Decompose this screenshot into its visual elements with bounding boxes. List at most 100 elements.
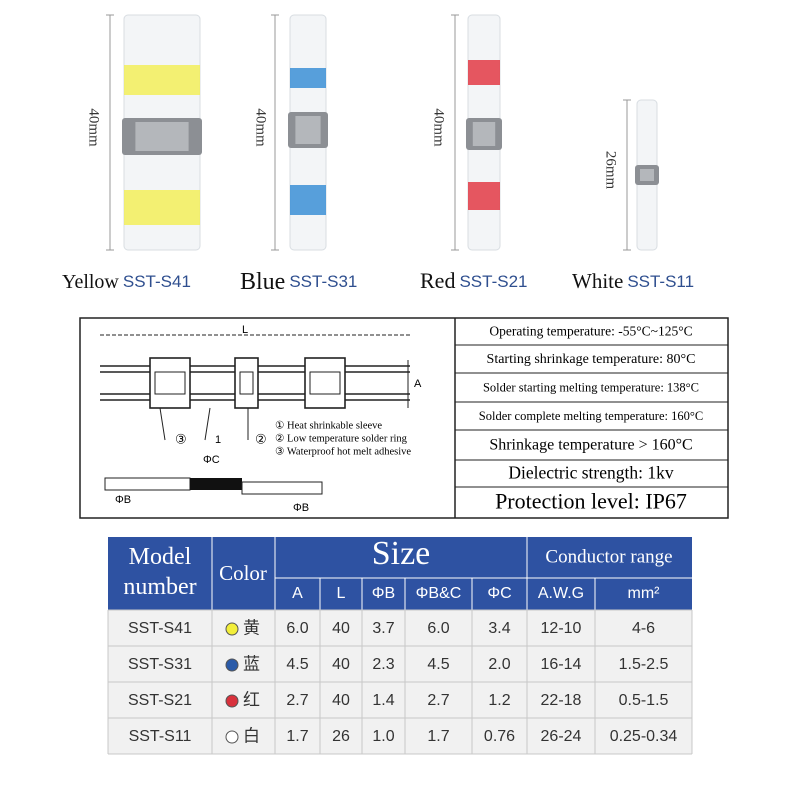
color-band [290, 185, 326, 215]
header-color: Color [219, 561, 267, 585]
color-dot [225, 622, 239, 636]
spec-text: Operating temperature: -55°C~125°C [489, 324, 692, 339]
product-name: White [572, 269, 623, 293]
wire [104, 477, 191, 491]
sleeve-core [154, 371, 186, 395]
sub-header: A [292, 585, 303, 602]
color-band [124, 190, 200, 225]
spec-text: Protection level: IP67 [495, 489, 687, 514]
model-cell: SST-S31 [128, 656, 192, 673]
sub-header: mm² [628, 585, 661, 602]
solder-ring-inner [295, 116, 321, 144]
product-name: Blue [240, 269, 285, 295]
sub-header: ΦC [487, 585, 511, 602]
solder-ring-inner [135, 122, 189, 151]
value-cell: 2.0 [488, 656, 510, 673]
caption: White SST-S11 [572, 269, 694, 293]
product-model: SST-S21 [459, 272, 527, 291]
caption: Yellow SST-S41 [62, 271, 191, 293]
value-cell: 22-18 [541, 692, 582, 709]
value-cell: 1.4 [372, 692, 394, 709]
length-label: 40mm [253, 108, 269, 147]
length-label: 26mm [603, 151, 619, 190]
color-dot [225, 658, 239, 672]
dim-label: A [414, 378, 422, 390]
value-cell: 4.5 [427, 656, 449, 673]
spec-text: Solder complete melting temperature: 160… [479, 409, 703, 423]
product-name: Yellow [62, 271, 119, 293]
value-cell: 40 [332, 656, 350, 673]
value-cell: 2.3 [372, 656, 394, 673]
value-cell: 26-24 [541, 728, 582, 745]
color-band [124, 65, 200, 95]
product-model: SST-S41 [123, 272, 191, 291]
value-cell: 40 [332, 620, 350, 637]
color-band [468, 182, 500, 210]
value-cell: 0.5-1.5 [619, 692, 669, 709]
spec-text: Dielectric strength: 1kv [508, 463, 673, 483]
header-size: Size [372, 535, 431, 572]
color-band [468, 60, 500, 85]
callout: 1 [215, 434, 221, 446]
product-model: SST-S11 [627, 272, 694, 291]
spec-text: Solder starting melting temperature: 138… [483, 380, 699, 394]
solder-ring-inner [640, 169, 654, 181]
product-name: Red [420, 268, 455, 293]
legend-item: ③ Waterproof hot melt adhesive [275, 445, 411, 457]
dim-label: L [242, 324, 248, 336]
value-cell: 6.0 [286, 620, 308, 637]
spec-text: Starting shrinkage temperature: 80°C [487, 352, 696, 367]
value-cell: 3.7 [372, 620, 394, 637]
sleeve-core [239, 371, 254, 395]
value-cell: 0.76 [484, 728, 515, 745]
header-conductor: Conductor range [545, 546, 672, 567]
sub-header: A.W.G [538, 585, 584, 602]
callout-line [204, 407, 211, 441]
solder [190, 478, 242, 490]
value-cell: 26 [332, 728, 350, 745]
value-cell: 0.25-0.34 [610, 728, 678, 745]
model-cell: SST-S41 [128, 620, 192, 637]
value-cell: 1.0 [372, 728, 394, 745]
value-cell: 1.7 [286, 728, 308, 745]
color-cell: 红 [243, 690, 260, 709]
value-cell: 6.0 [427, 620, 449, 637]
sleeve-core [309, 371, 341, 395]
value-cell: 1.7 [427, 728, 449, 745]
value-cell: 2.7 [427, 692, 449, 709]
sub-header: L [337, 585, 346, 602]
color-dot [225, 730, 239, 744]
legend-item: ① Heat shrinkable sleeve [275, 419, 382, 431]
value-cell: 3.4 [488, 620, 510, 637]
callout: ② [255, 431, 267, 446]
color-cell: 白 [243, 726, 260, 745]
dim-label: ΦC [203, 454, 220, 466]
value-cell: 16-14 [541, 656, 582, 673]
dim-label: ΦB [115, 494, 131, 506]
header-model: Model number [123, 544, 196, 600]
value-cell: 4.5 [286, 656, 308, 673]
caption: Blue SST-S31 [240, 269, 357, 295]
value-cell: 12-10 [541, 620, 582, 637]
header-word: Model [129, 544, 192, 570]
callout: ③ [175, 431, 187, 446]
product-model: SST-S31 [289, 272, 357, 291]
model-cell: SST-S21 [128, 692, 192, 709]
header-word: number [123, 574, 196, 600]
value-cell: 1.5-2.5 [619, 656, 669, 673]
color-band [290, 68, 326, 88]
dim-label: ΦB [293, 502, 309, 514]
color-cell: 蓝 [243, 654, 260, 673]
sub-header: ΦB [372, 585, 395, 602]
length-label: 40mm [431, 108, 447, 147]
value-cell: 40 [332, 692, 350, 709]
callout-line [159, 407, 166, 441]
length-label: 40mm [86, 108, 102, 147]
color-dot [225, 694, 239, 708]
wire [241, 481, 323, 495]
spec-text: Shrinkage temperature > 160°C [489, 437, 692, 454]
caption: Red SST-S21 [420, 268, 528, 293]
sub-header: ΦB&C [416, 585, 462, 602]
